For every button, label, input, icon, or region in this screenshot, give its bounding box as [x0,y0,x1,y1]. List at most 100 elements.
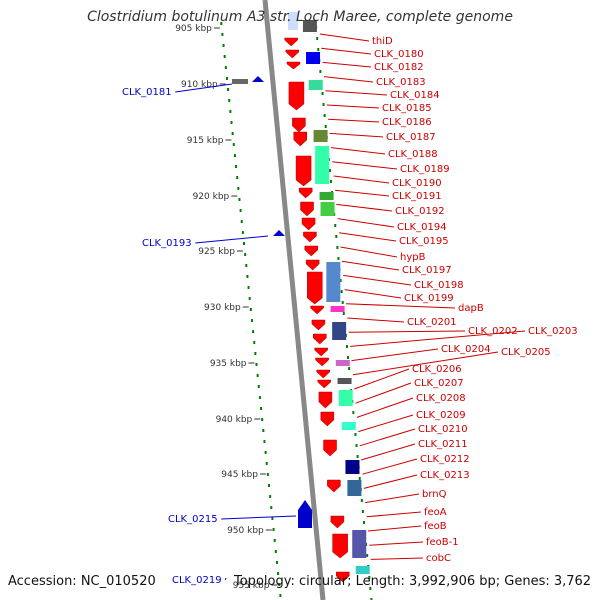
gene-label: CLK_0201 [407,317,457,328]
ruler-tick-label: 950 kbp [227,526,264,536]
ruler-dot [355,444,358,447]
gene-arrow [330,515,345,529]
ruler-dot [278,583,281,586]
gene-label: CLK_0212 [420,454,470,465]
leader-line [362,458,418,475]
ruler-dot [337,257,340,260]
gene-arrow [300,201,314,217]
leader-line [360,443,416,461]
leader-line [359,428,416,447]
ruler-dot [266,473,269,476]
ruler-dot [269,495,272,498]
cog-feature-blocks [302,20,370,574]
gene-arrow [288,12,298,30]
ruler-tick-label: 925 kbp [198,247,235,257]
gene-arrow [285,49,300,59]
leader-line [363,474,418,489]
leader-line [195,235,269,244]
ruler-dot [238,198,241,201]
gene-label: CLK_0209 [416,410,466,421]
cog-block [320,202,335,216]
gene-label: CLK_0206 [412,364,462,375]
ruler-dot [319,70,322,73]
ruler-dot [369,587,372,590]
ruler-dot [224,66,227,69]
ruler-dot [335,235,338,238]
gene-arrow [286,61,301,70]
ruler-dot [229,110,232,113]
leader-line [336,203,393,212]
reverse-gene-labels: CLK_0181 CLK_0193 CLK_0215 CLK_0219 [122,83,297,586]
ruler-tick-label: 920 kbp [193,192,230,202]
leader-line [326,104,380,109]
ruler-dot [225,77,228,80]
ruler-dot [252,330,255,333]
ruler-dot [348,367,351,370]
leader-line [348,330,466,333]
ruler-dot [279,594,282,597]
gene-label: CLK_0182 [374,62,424,73]
ruler-tick-label: 915 kbp [187,136,224,146]
cog-block [315,146,330,184]
gene-label: CLK_0180 [374,49,424,60]
leader-line [323,76,374,83]
leader-line [350,330,526,347]
gene-arrow [318,391,333,409]
cog-block [332,322,347,340]
gene-arrow [292,117,306,133]
gene-arrow [307,271,323,305]
gene-arrow [301,217,316,231]
gene-label: CLK_0183 [376,77,426,88]
gene-label: CLK_0191 [392,191,442,202]
ruler-dot [328,169,331,172]
leader-line [355,382,412,404]
ruler-dot [231,132,234,135]
ruler-dot [263,440,266,443]
ruler-dot [324,125,327,128]
ruler-dot [254,352,257,355]
gene-label: CLK_0204 [441,344,491,355]
gene-label: CLK_0197 [402,265,452,276]
backbone-line [262,0,326,600]
leader-line [221,515,297,520]
gene-arrow [305,259,320,271]
ruler-tick-label: 935 kbp [210,359,247,369]
leader-line [328,118,380,123]
gene-label: CLK_0198 [414,280,464,291]
gene-arrow [303,231,317,243]
ruler-dot [268,484,271,487]
ruler-dot [222,44,225,47]
ruler-dot [241,231,244,234]
ruler-dot [262,429,265,432]
gene-label: CLK_0215 [168,514,218,525]
ruler-dot [361,510,364,513]
cog-block [345,460,360,474]
ruler-dot [256,374,259,377]
gene-label: CLK_0193 [142,238,192,249]
gene-label: CLK_0203 [528,326,578,337]
gene-arrow [332,533,348,559]
ruler-dot [366,554,369,557]
leader-line [337,218,395,228]
ruler-dot [246,275,249,278]
gene-arrow [311,319,326,331]
cog-block [352,530,367,558]
ruler-dot [240,220,243,223]
cog-block [335,360,350,366]
ruler-dot [330,180,333,183]
accession-text: Accession: NC_010520 [8,574,156,589]
leader-line [344,289,402,299]
leader-line [330,147,386,155]
genome-backbone [262,0,326,600]
ruler-dot [358,477,361,480]
gene-arrow [310,305,324,315]
gene-label: CLK_0186 [382,117,432,128]
ruler-dot [347,356,350,359]
gene-arrow [315,357,329,367]
ruler-dot [232,143,235,146]
cog-block [330,306,345,312]
map-title: Clostridium botulinum A3 str. Loch Maree… [87,9,513,25]
gene-arrow [313,333,327,345]
ruler-dot [244,253,247,256]
